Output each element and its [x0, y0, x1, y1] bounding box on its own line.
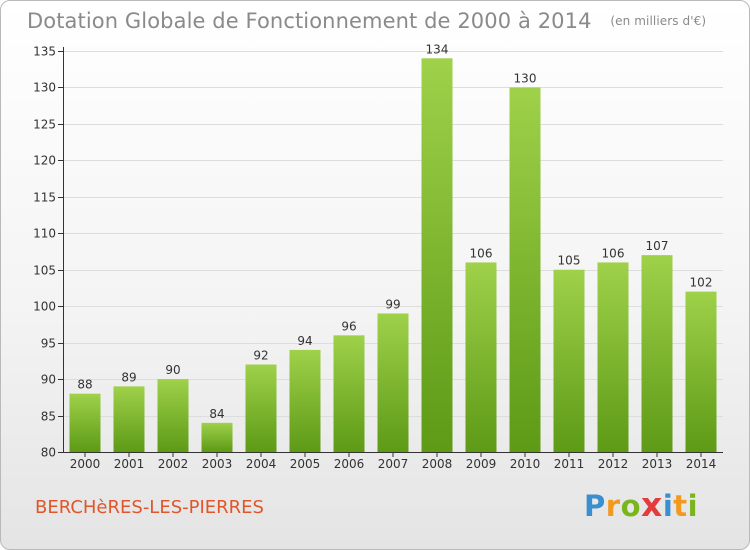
title-main: Dotation Globale de Fonctionnement de 20… — [27, 9, 592, 33]
bar — [333, 335, 365, 452]
logo-letter: x — [641, 485, 663, 524]
bar — [509, 87, 541, 453]
bar — [465, 262, 497, 452]
bar — [553, 269, 585, 452]
bar — [377, 313, 409, 452]
bar — [245, 364, 277, 452]
proxiti-logo: Proxiti — [584, 485, 698, 524]
x-tick-label: 2013 — [642, 457, 673, 471]
bar-value-label: 107 — [646, 239, 669, 253]
y-tick-label: 100 — [33, 300, 56, 314]
y-tick-label: 105 — [33, 264, 56, 278]
x-tick-label: 2002 — [158, 457, 189, 471]
y-tick-label: 115 — [33, 191, 56, 205]
bar — [157, 379, 189, 452]
bar-value-label: 90 — [165, 363, 180, 377]
y-tick-label: 125 — [33, 118, 56, 132]
x-tick-label: 2010 — [510, 457, 541, 471]
bar — [641, 255, 673, 452]
bar — [69, 393, 101, 452]
bar — [289, 349, 321, 452]
bar-value-label: 94 — [297, 334, 312, 348]
logo-letter: i — [687, 489, 699, 523]
bar-value-label: 99 — [385, 297, 400, 311]
logo-letter: r — [605, 489, 621, 523]
x-tick-label: 2014 — [686, 457, 717, 471]
x-tick-label: 2011 — [554, 457, 585, 471]
y-tick-label: 130 — [33, 81, 56, 95]
chart-title: Dotation Globale de Fonctionnement de 20… — [27, 9, 706, 33]
y-tick-label: 95 — [41, 337, 56, 351]
bar-value-label: 106 — [470, 246, 493, 260]
y-tick-label: 110 — [33, 227, 56, 241]
bar-value-label: 102 — [690, 276, 713, 290]
x-tick-label: 2009 — [466, 457, 497, 471]
bar — [597, 262, 629, 452]
bar-value-label: 92 — [253, 349, 268, 363]
x-tick-label: 2000 — [70, 457, 101, 471]
bar-value-label: 105 — [558, 254, 581, 268]
logo-letter: o — [620, 489, 642, 523]
bar-value-label: 88 — [77, 378, 92, 392]
bar — [113, 386, 145, 452]
bar-value-label: 89 — [121, 370, 136, 384]
x-tick-label: 2005 — [290, 457, 321, 471]
y-tick-label: 120 — [33, 154, 56, 168]
x-tick-label: 2006 — [334, 457, 365, 471]
x-tick-label: 2007 — [378, 457, 409, 471]
bar — [685, 291, 717, 452]
logo-letter: i — [662, 489, 674, 523]
bar — [421, 58, 453, 453]
y-tick-label: 80 — [41, 446, 56, 460]
x-tick-label: 2012 — [598, 457, 629, 471]
bar-value-label: 96 — [341, 319, 356, 333]
bar-value-label: 134 — [426, 42, 449, 56]
y-tick-label: 135 — [33, 45, 56, 59]
bar — [201, 422, 233, 452]
y-tick-label: 85 — [41, 410, 56, 424]
title-unit: (en milliers d'€) — [610, 14, 707, 28]
x-tick-label: 2001 — [114, 457, 145, 471]
logo-letter: P — [584, 489, 606, 523]
x-tick-label: 2008 — [422, 457, 453, 471]
x-tick-label: 2003 — [202, 457, 233, 471]
bar-value-label: 106 — [602, 246, 625, 260]
bar-value-label: 130 — [514, 71, 537, 85]
x-tick-label: 2004 — [246, 457, 277, 471]
commune-name: BERCHèRES-LES-PIERRES — [35, 497, 264, 518]
bar-value-label: 84 — [209, 407, 224, 421]
y-tick-label: 90 — [41, 373, 56, 387]
logo-letter: t — [673, 489, 688, 523]
